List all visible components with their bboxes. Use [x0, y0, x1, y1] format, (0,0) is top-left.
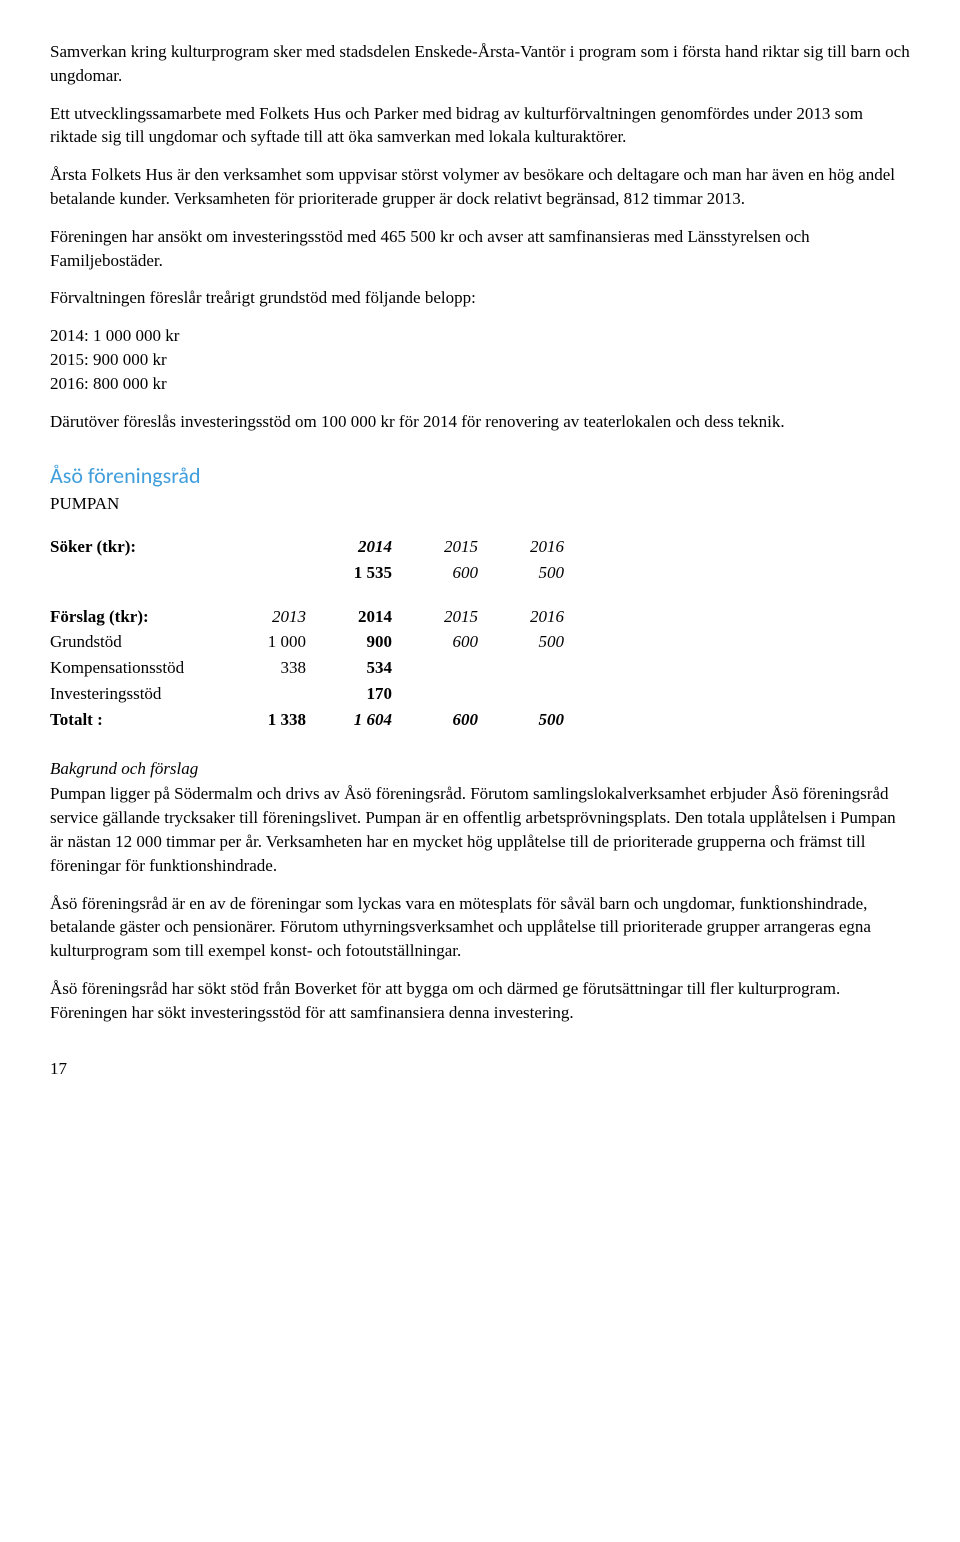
- year-amount-list: 2014: 1 000 000 kr 2015: 900 000 kr 2016…: [50, 324, 910, 395]
- col-header-2013: 2013: [236, 604, 322, 630]
- forslag-label: Förslag (tkr):: [50, 604, 236, 630]
- col-header-2015: 2015: [408, 604, 494, 630]
- paragraph: Ett utvecklingssamarbete med Folkets Hus…: [50, 102, 910, 150]
- bakgrund-title: Bakgrund och förslag: [50, 757, 910, 781]
- table-row: 1 535 600 500: [50, 560, 580, 586]
- paragraph: Samverkan kring kulturprogram sker med s…: [50, 40, 910, 88]
- table-row: Kompensationsstöd 338 534: [50, 655, 580, 681]
- cell: 500: [494, 629, 580, 655]
- year-amount: 2014: 1 000 000 kr: [50, 324, 910, 348]
- col-header-2015: 2015: [408, 534, 494, 560]
- cell: [494, 681, 580, 707]
- cell: 600: [408, 707, 494, 733]
- soker-2016: 500: [494, 560, 580, 586]
- cell: 900: [322, 629, 408, 655]
- year-amount: 2016: 800 000 kr: [50, 372, 910, 396]
- cell: 1 604: [322, 707, 408, 733]
- forslag-table: Förslag (tkr): 2013 2014 2015 2016 Grund…: [50, 604, 580, 733]
- col-header-2014: 2014: [322, 604, 408, 630]
- table-row: Totalt : 1 338 1 604 600 500: [50, 707, 580, 733]
- row-label-investeringsstod: Investeringsstöd: [50, 681, 236, 707]
- table-row: Investeringsstöd 170: [50, 681, 580, 707]
- table-row: Förslag (tkr): 2013 2014 2015 2016: [50, 604, 580, 630]
- table-row: Grundstöd 1 000 900 600 500: [50, 629, 580, 655]
- cell: 1 338: [236, 707, 322, 733]
- cell: 500: [494, 707, 580, 733]
- soker-2015: 600: [408, 560, 494, 586]
- row-label-totalt: Totalt :: [50, 707, 236, 733]
- row-label-kompensationsstod: Kompensationsstöd: [50, 655, 236, 681]
- cell: [408, 681, 494, 707]
- paragraph: Åsö föreningsråd har sökt stöd från Bove…: [50, 977, 910, 1025]
- col-header-2016: 2016: [494, 534, 580, 560]
- paragraph: Därutöver föreslås investeringsstöd om 1…: [50, 410, 910, 434]
- section-title-aso: Åsö föreningsråd: [50, 461, 910, 492]
- cell: [236, 681, 322, 707]
- col-header-2016: 2016: [494, 604, 580, 630]
- row-label-grundstod: Grundstöd: [50, 629, 236, 655]
- cell: 534: [322, 655, 408, 681]
- paragraph: Föreningen har ansökt om investeringsstö…: [50, 225, 910, 273]
- cell: 1 000: [236, 629, 322, 655]
- year-amount: 2015: 900 000 kr: [50, 348, 910, 372]
- section-subtitle-pumpan: PUMPAN: [50, 492, 910, 516]
- col-header-2014: 2014: [322, 534, 408, 560]
- cell: [494, 655, 580, 681]
- page-number: 17: [50, 1057, 910, 1081]
- table-row: Söker (tkr): 2014 2015 2016: [50, 534, 580, 560]
- cell: 170: [322, 681, 408, 707]
- soker-2014: 1 535: [322, 560, 408, 586]
- paragraph: Åsö föreningsråd är en av de föreningar …: [50, 892, 910, 963]
- soker-label: Söker (tkr):: [50, 534, 236, 560]
- cell: [408, 655, 494, 681]
- paragraph: Pumpan ligger på Södermalm och drivs av …: [50, 782, 910, 877]
- cell: 338: [236, 655, 322, 681]
- paragraph: Förvaltningen föreslår treårigt grundstö…: [50, 286, 910, 310]
- paragraph: Årsta Folkets Hus är den verksamhet som …: [50, 163, 910, 211]
- cell: 600: [408, 629, 494, 655]
- soker-table: Söker (tkr): 2014 2015 2016 1 535 600 50…: [50, 534, 580, 586]
